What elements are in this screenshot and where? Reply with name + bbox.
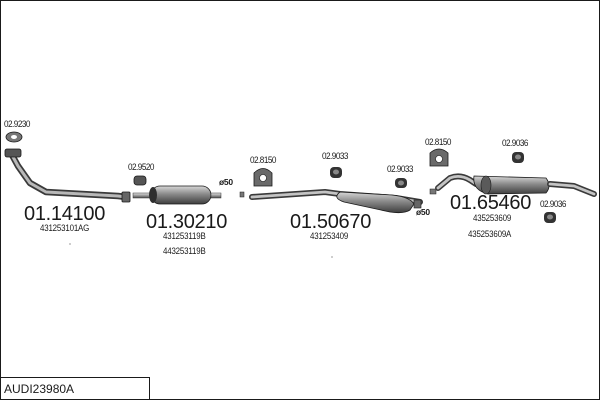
diameter-label: ø50 xyxy=(416,207,430,217)
rubber-mount-icon xyxy=(429,148,449,167)
accessory-label-hanger: 02.9036 xyxy=(540,199,566,210)
hanger-icon xyxy=(544,212,556,223)
accessory-label-clamp: 02.9520 xyxy=(128,162,154,173)
hanger-icon xyxy=(395,178,407,188)
oe-number: 443253119B xyxy=(163,246,206,256)
oe-number: 431253409 xyxy=(310,231,349,241)
clamp-icon xyxy=(133,175,147,186)
accessory-label-rubber-mount: 02.8150 xyxy=(250,155,276,166)
title-block: AUDI23980A xyxy=(0,377,150,399)
rear-silencer xyxy=(429,173,597,197)
part-number: 01.14100 xyxy=(24,203,106,225)
hanger-icon xyxy=(330,167,342,178)
accessory-label-gasket: 02.9230 xyxy=(4,119,30,130)
rubber-mount-icon xyxy=(253,168,273,187)
part-number: 01.50670 xyxy=(290,211,372,233)
center-pipe xyxy=(249,189,423,214)
middle-silencer xyxy=(132,185,245,205)
oe-number: 435253609 xyxy=(473,213,512,223)
oe-number: 435253609A xyxy=(468,229,512,239)
gasket-icon xyxy=(5,131,23,143)
diagram-title: AUDI23980A xyxy=(4,382,75,396)
accessory-label-hanger: 02.9033 xyxy=(322,151,348,162)
accessory-label-hanger: 02.9033 xyxy=(387,164,413,175)
part-number: 01.65460 xyxy=(450,192,532,214)
accessory-label-rubber-mount: 02.8150 xyxy=(425,137,451,148)
hanger-icon xyxy=(512,152,524,163)
accessory-label-hanger: 02.9036 xyxy=(502,138,528,149)
oe-number: 431253119B xyxy=(163,231,206,241)
diameter-label: ø50 xyxy=(219,177,233,187)
oe-number: 431253101AG xyxy=(40,223,90,233)
front-pipe xyxy=(4,148,131,203)
part-number: 01.30210 xyxy=(146,211,228,233)
